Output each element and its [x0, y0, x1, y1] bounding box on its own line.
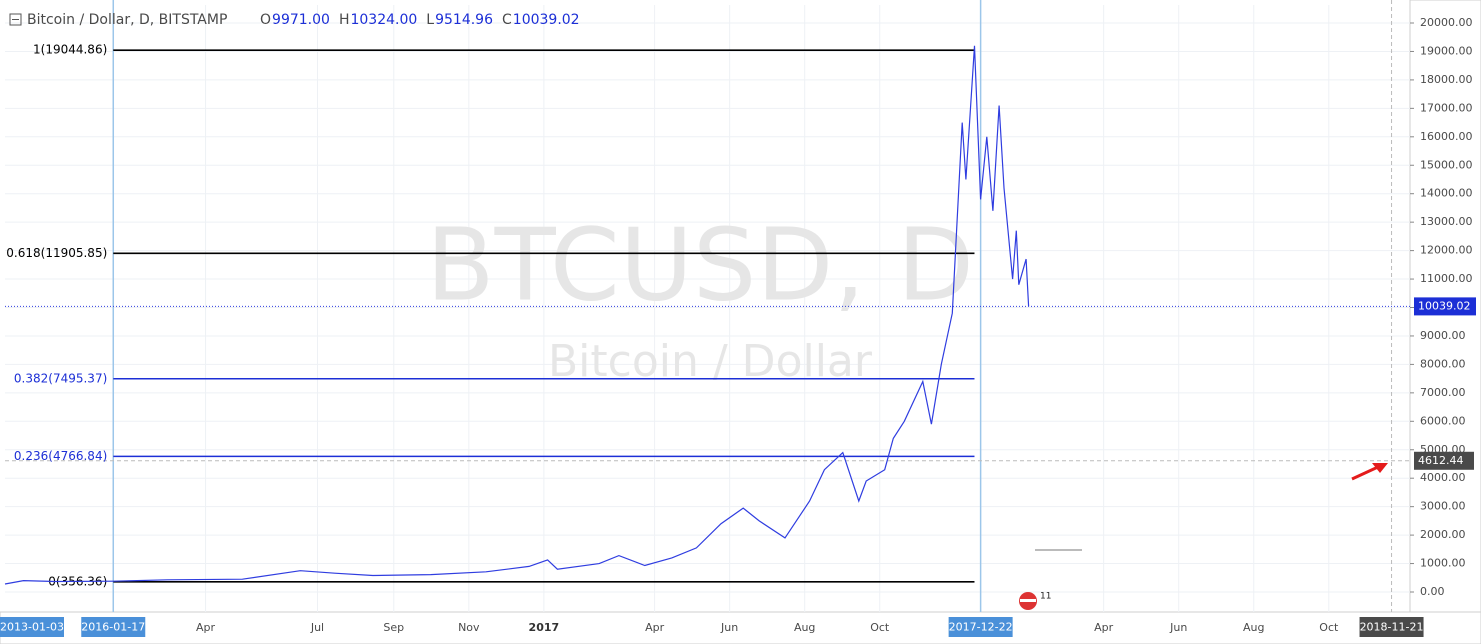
y-tick-label: 0.00	[1420, 585, 1445, 598]
x-tick-label: Jun	[720, 621, 738, 634]
date-marker-bg	[948, 617, 1013, 637]
x-tick-label: Oct	[870, 621, 890, 634]
fib-label: 0.236(4766.84)	[14, 449, 107, 463]
x-tick-label: Jul	[310, 621, 324, 634]
chart-title: Bitcoin / Dollar, D, BITSTAMP	[27, 12, 227, 28]
watermark-symbol: BTCUSD, D	[426, 206, 974, 323]
y-tick-label: 7000.00	[1420, 386, 1466, 399]
y-tick-label: 13000.00	[1420, 215, 1473, 228]
arrow	[1351, 465, 1379, 481]
date-marker-bg	[81, 617, 146, 637]
ohlc-value: 9514.96	[435, 12, 493, 28]
x-tick-label: Sep	[383, 621, 404, 634]
ohlc-key: O	[260, 12, 271, 28]
crosshair-price-label: 4612.44	[1418, 454, 1464, 467]
x-tick-label: Oct	[1319, 621, 1339, 634]
ohlc-key: C	[502, 12, 512, 28]
last-price-label: 10039.02	[1418, 299, 1471, 312]
x-tick-label: Nov	[458, 621, 480, 634]
date-marker-label: 2017-12-22	[949, 621, 1013, 634]
crosshair-price-bg	[1414, 451, 1474, 470]
y-tick-label: 4000.00	[1420, 471, 1466, 484]
y-tick-label: 3000.00	[1420, 500, 1466, 513]
y-tick-label: 17000.00	[1420, 101, 1473, 114]
events-badge: 11	[1040, 592, 1051, 602]
ohlc-key: L	[426, 12, 434, 28]
date-marker-bg	[1359, 617, 1424, 637]
date-marker-bg	[0, 617, 64, 637]
ohlc-value: 9971.00	[272, 12, 330, 28]
price-line	[4, 45, 1030, 585]
date-marker-label: 2018-11-21	[1360, 621, 1424, 634]
ohlc-value: 10039.02	[513, 12, 580, 28]
last-price-bg	[1414, 297, 1476, 316]
time-axis-panel	[0, 611, 1481, 644]
y-tick-label: 8000.00	[1420, 357, 1466, 370]
collapse-icon[interactable]	[9, 13, 22, 26]
y-tick-label: 19000.00	[1420, 44, 1473, 57]
x-tick-label: Aug	[794, 621, 815, 634]
plot: 1(19044.86) 0.618(11905.85) 0.382(7495.37)…	[4, 0, 1410, 612]
x-tick-label: 2017	[529, 621, 560, 634]
grid	[5, 5, 1410, 612]
fib-label: 1(19044.86)	[33, 43, 107, 57]
y-tick-label: 16000.00	[1420, 130, 1473, 143]
y-tick-label: 12000.00	[1420, 244, 1473, 257]
y-tick-label: 9000.00	[1420, 329, 1466, 342]
x-tick-label: Aug	[1243, 621, 1264, 634]
y-tick-label: 20000.00	[1420, 16, 1473, 29]
events-flag-stripe	[1020, 599, 1036, 602]
x-tick-label: Apr	[196, 621, 216, 634]
ohlc-key: H	[339, 12, 350, 28]
ohlc-value: 10324.00	[350, 12, 417, 28]
y-tick-label: 14000.00	[1420, 187, 1473, 200]
y-tick-label: 11000.00	[1420, 272, 1473, 285]
ohlc-legend: O 9971.00 H 10324.00 L 9514.96 C 10039.02	[260, 12, 580, 28]
x-tick-label: Apr	[645, 621, 665, 634]
y-tick-label: 15000.00	[1420, 158, 1473, 171]
y-tick-label: 2000.00	[1420, 528, 1466, 541]
x-tick-label: Jun	[1169, 621, 1187, 634]
fib-label: 0.382(7495.37)	[14, 371, 107, 385]
y-tick-label: 18000.00	[1420, 73, 1473, 86]
fib-label: 0.618(11905.85)	[6, 246, 107, 260]
y-tick-label: 6000.00	[1420, 414, 1466, 427]
x-tick-label: Apr	[1094, 621, 1114, 634]
date-marker-label: 2013-01-03	[0, 621, 64, 634]
arrow-head	[1372, 463, 1388, 473]
y-tick-label: 1000.00	[1420, 557, 1466, 570]
date-marker-label: 2016-01-17	[81, 621, 145, 634]
